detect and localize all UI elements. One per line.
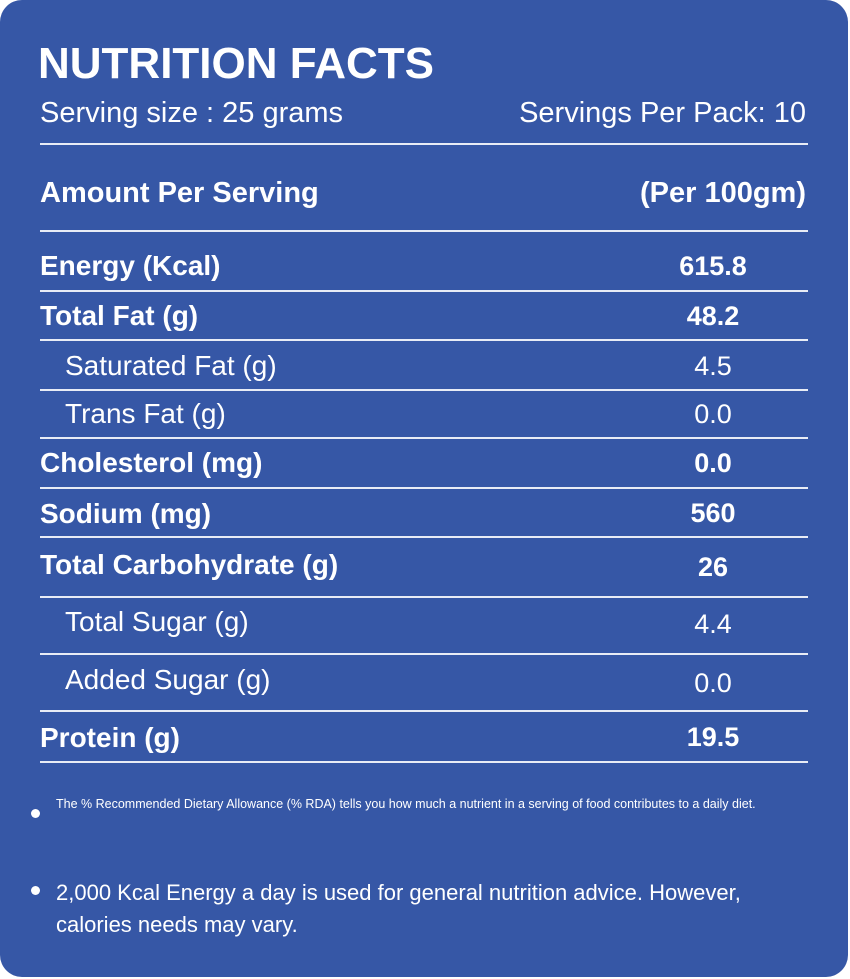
nutrient-label: Total Carbohydrate (g) (40, 549, 339, 580)
nutrient-value: 48.2 (686, 301, 740, 331)
divider (40, 437, 808, 439)
nutrient-value: 615.8 (679, 251, 747, 281)
nutrient-label: Sodium (mg) (40, 498, 212, 529)
divider (40, 339, 808, 341)
footnote: The % Recommended Dietary Allowance (% R… (56, 797, 756, 811)
nutrient-label: Total Fat (g) (40, 300, 199, 331)
divider (40, 653, 808, 655)
nutrient-value: 26 (697, 552, 729, 582)
divider (40, 710, 808, 712)
divider (40, 290, 808, 292)
divider (40, 143, 808, 145)
nutrient-value: 0.0 (694, 399, 732, 429)
column-header: Amount Per Serving (40, 177, 319, 209)
nutrient-value: 560 (690, 498, 736, 528)
nutrient-value: 0.0 (694, 448, 732, 478)
nutrient-label: Total Sugar (g) (65, 606, 249, 637)
divider (40, 389, 808, 391)
bullet (31, 886, 40, 895)
title: NUTRITION FACTS (38, 39, 434, 88)
nutrient-label: Cholesterol (mg) (40, 447, 263, 478)
divider (40, 487, 808, 489)
nutrient-value: 4.4 (694, 609, 732, 639)
nutrient-value: 0.0 (694, 668, 732, 698)
nutrient-label: Energy (Kcal) (40, 250, 221, 281)
bullet (31, 809, 40, 818)
divider (40, 596, 808, 598)
divider (40, 230, 808, 232)
column-header: (Per 100gm) (639, 177, 806, 209)
divider (40, 536, 808, 538)
nutrient-label: Trans Fat (g) (65, 398, 226, 429)
nutrient-value: 4.5 (694, 351, 732, 381)
servings-per-pack: Servings Per Pack: 10 (519, 97, 806, 129)
footnote: 2,000 Kcal Energy a day is used for gene… (56, 880, 741, 937)
nutrient-label: Saturated Fat (g) (65, 350, 277, 381)
nutrient-value: 19.5 (686, 722, 740, 752)
nutrient-label: Added Sugar (g) (65, 664, 271, 695)
nutrient-label: Protein (g) (40, 722, 180, 753)
divider (40, 761, 808, 763)
serving-size: Serving size : 25 grams (40, 97, 344, 129)
